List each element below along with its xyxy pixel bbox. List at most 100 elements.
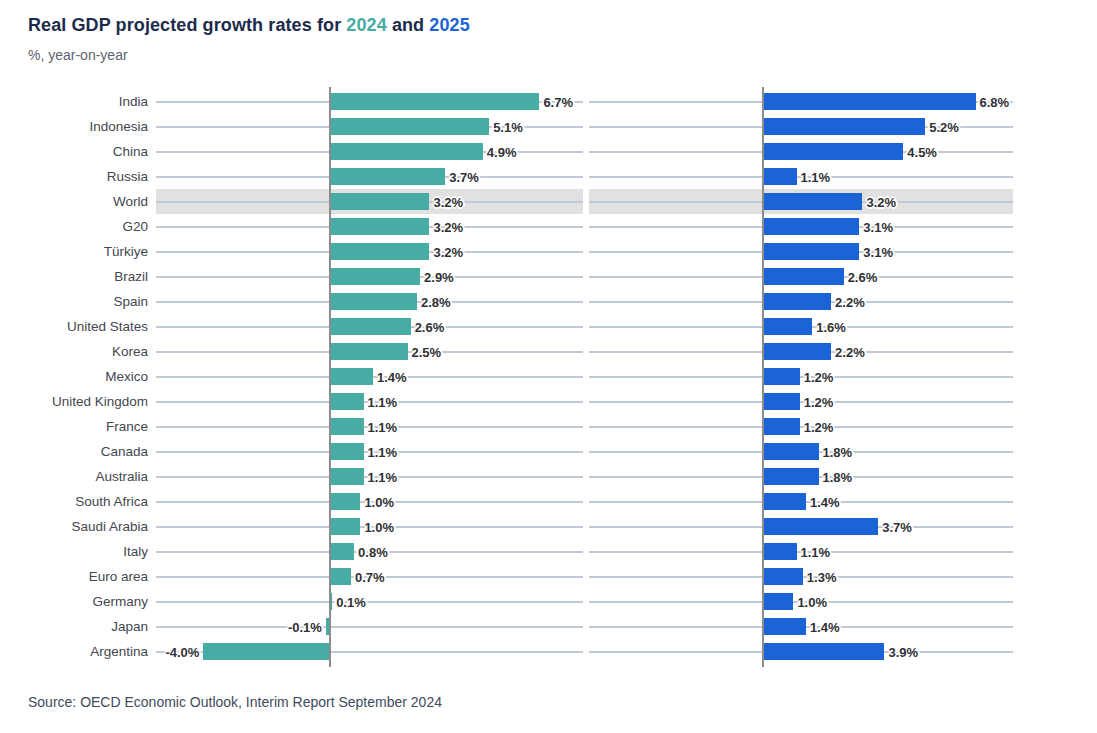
- chart-row: United Kingdom 1.1% 1.2%: [28, 389, 1013, 414]
- category-label: Japan: [28, 619, 148, 634]
- panel-2025-row: 1.2%: [589, 364, 1013, 389]
- bar-2024: [329, 168, 445, 185]
- category-label: Argentina: [28, 644, 148, 659]
- axis-2024: [329, 87, 331, 667]
- bar-2025: [762, 493, 806, 510]
- value-label: 3.2%: [433, 219, 463, 234]
- value-label: 3.7%: [882, 519, 912, 534]
- panel-2024-row: 0.8%: [156, 539, 583, 564]
- gridline: [589, 376, 1013, 378]
- category-label: Korea: [28, 344, 148, 359]
- bar-2024: [329, 118, 489, 135]
- panel-2024-row: 2.5%: [156, 339, 583, 364]
- panel-2025-row: 1.3%: [589, 564, 1013, 589]
- bar-2024: [329, 543, 354, 560]
- panel-2024-row: 3.7%: [156, 164, 583, 189]
- title-year-2024: 2024: [346, 15, 386, 35]
- bar-2024: [329, 468, 364, 485]
- value-label: 0.1%: [336, 594, 366, 609]
- category-label: Australia: [28, 469, 148, 484]
- panel-2024-row: 6.7%: [156, 89, 583, 114]
- bar-2025: [762, 368, 800, 385]
- category-label: Indonesia: [28, 119, 148, 134]
- bar-2025: [762, 93, 976, 110]
- chart-row: Australia 1.1% 1.8%: [28, 464, 1013, 489]
- value-label: 2.2%: [835, 344, 865, 359]
- value-label: 1.0%: [364, 519, 394, 534]
- chart-row: Indonesia5.1%5.2%: [28, 114, 1013, 139]
- panel-2024-row: 1.1%: [156, 389, 583, 414]
- value-label: 2.8%: [421, 294, 451, 309]
- value-label: 3.2%: [866, 194, 896, 209]
- panel-2024-row: 2.8%: [156, 289, 583, 314]
- value-label: 1.1%: [368, 394, 398, 409]
- bar-2025: [762, 193, 862, 210]
- chart-rows: India6.7%6.8%Indonesia5.1%5.2%China4.9%4…: [28, 89, 1013, 664]
- panel-2024-row: 4.9%: [156, 139, 583, 164]
- value-label: 1.0%: [364, 494, 394, 509]
- panel-2025-row: 3.1%: [589, 239, 1013, 264]
- value-label: 0.7%: [355, 569, 385, 584]
- chart-row: Türkiye 3.2% 3.1%: [28, 239, 1013, 264]
- bar-2025: [762, 293, 831, 310]
- chart-row: United States2.6%1.6%: [28, 314, 1013, 339]
- panel-2024-row: 1.4%: [156, 364, 583, 389]
- bar-2025: [762, 343, 831, 360]
- panel-2024-row: -4.0%: [156, 639, 583, 664]
- bar-2024: [329, 518, 360, 535]
- value-label: 1.8%: [823, 444, 853, 459]
- panel-2024-row: 1.0%: [156, 514, 583, 539]
- chart-row: Italy0.8%1.1%: [28, 539, 1013, 564]
- category-label: Saudi Arabia: [28, 519, 148, 534]
- value-label: 3.1%: [863, 219, 893, 234]
- bar-2025: [762, 418, 800, 435]
- bar-2025: [762, 243, 859, 260]
- panel-2025-row: 6.8%: [589, 89, 1013, 114]
- category-label: United States: [28, 319, 148, 334]
- panel-2025-row: 1.0%: [589, 589, 1013, 614]
- value-label: 1.3%: [807, 569, 837, 584]
- value-label: 1.8%: [823, 469, 853, 484]
- category-label: Türkiye: [28, 244, 148, 259]
- value-label: 1.0%: [797, 594, 827, 609]
- panel-2025-row: 1.2%: [589, 389, 1013, 414]
- panel-2025-row: 3.2%: [589, 189, 1013, 214]
- bar-2025: [762, 143, 903, 160]
- panel-2024-row: 2.9%: [156, 264, 583, 289]
- category-label: Italy: [28, 544, 148, 559]
- chart-row: Argentina -4.0% 3.9%: [28, 639, 1013, 664]
- chart-row: Saudi Arabia 1.0% 3.7%: [28, 514, 1013, 539]
- panel-2025-row: 5.2%: [589, 114, 1013, 139]
- panel-2025-row: 2.6%: [589, 264, 1013, 289]
- chart-row: Germany0.1%1.0%: [28, 589, 1013, 614]
- bar-2024: [329, 193, 429, 210]
- category-label: South Africa: [28, 494, 148, 509]
- value-label: 1.1%: [368, 469, 398, 484]
- panel-2025-row: 2.2%: [589, 339, 1013, 364]
- panel-2025-row: 4.5%: [589, 139, 1013, 164]
- chart-row: Mexico1.4%1.2%: [28, 364, 1013, 389]
- category-label: Russia: [28, 169, 148, 184]
- value-label: 1.1%: [801, 169, 831, 184]
- value-label: 2.5%: [412, 344, 442, 359]
- value-label: 4.9%: [487, 144, 517, 159]
- chart-row: Canada1.1%1.8%: [28, 439, 1013, 464]
- page: Real GDP projected growth rates for 2024…: [0, 0, 1097, 710]
- chart-row: Japan-0.1%1.4%: [28, 614, 1013, 639]
- value-label: 3.9%: [888, 644, 918, 659]
- value-label: 1.2%: [804, 369, 834, 384]
- value-label: 3.2%: [433, 244, 463, 259]
- panel-2024-row: 1.1%: [156, 464, 583, 489]
- value-label: 1.2%: [804, 394, 834, 409]
- chart-row: France1.1%1.2%: [28, 414, 1013, 439]
- bar-2024: [329, 293, 417, 310]
- category-label: United Kingdom: [28, 394, 148, 409]
- panel-2025-row: 3.1%: [589, 214, 1013, 239]
- bar-2024: [203, 643, 329, 660]
- bar-2024: [329, 218, 429, 235]
- value-label: 3.1%: [863, 244, 893, 259]
- value-label: 3.7%: [449, 169, 479, 184]
- panel-2024-row: 0.7%: [156, 564, 583, 589]
- chart-row: Spain2.8%2.2%: [28, 289, 1013, 314]
- chart-row: India6.7%6.8%: [28, 89, 1013, 114]
